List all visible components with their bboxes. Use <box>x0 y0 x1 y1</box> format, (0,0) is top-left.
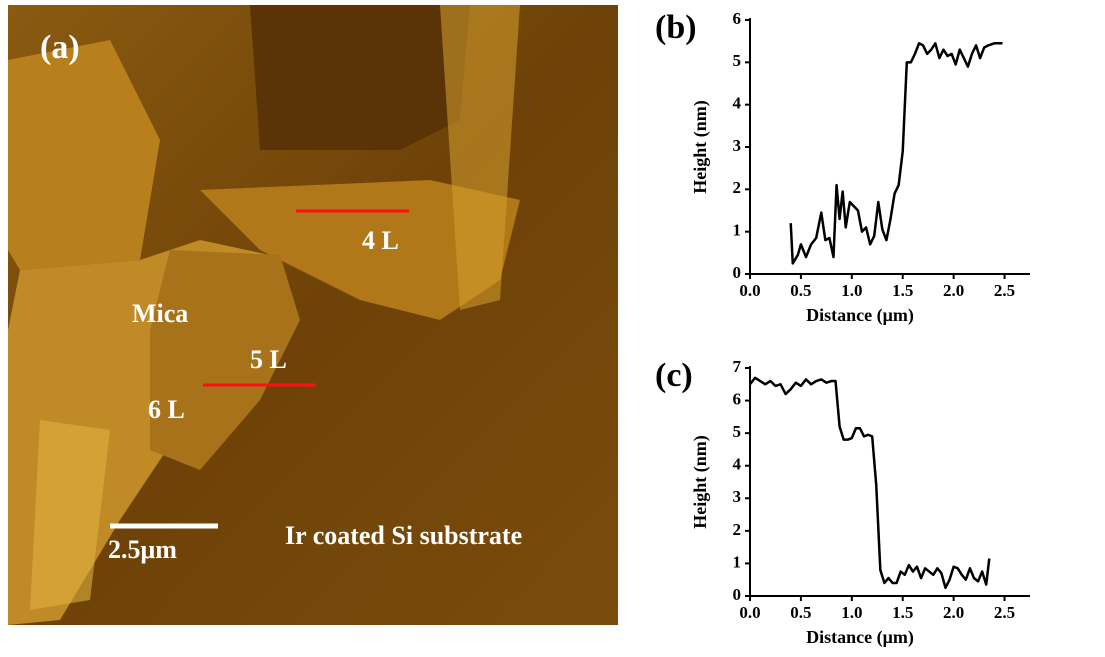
afm-image: (a) 4 L 5 L 6 L Mica 2.5μm Ir coated Si … <box>8 5 618 625</box>
y-tick-label: 6 <box>733 389 742 408</box>
y-axis-label: Height (nm) <box>690 435 711 529</box>
x-tick-label: 1.5 <box>892 281 913 300</box>
y-tick-label: 6 <box>733 9 742 28</box>
x-tick-label: 2.0 <box>943 603 964 622</box>
region-label: Mica <box>132 299 188 328</box>
data-line <box>791 43 1003 263</box>
y-tick-label: 5 <box>733 51 742 70</box>
x-axis-label: Distance (μm) <box>806 627 914 648</box>
y-tick-label: 4 <box>733 94 742 113</box>
x-tick-label: 0.0 <box>739 281 760 300</box>
y-tick-label: 2 <box>733 520 742 539</box>
y-tick-label: 0 <box>733 585 742 604</box>
layer-label: 6 L <box>148 395 185 424</box>
x-tick-label: 0.5 <box>790 603 811 622</box>
x-tick-label: 0.0 <box>739 603 760 622</box>
y-tick-label: 1 <box>733 221 742 240</box>
x-tick-label: 2.5 <box>994 281 1015 300</box>
scale-label: 2.5μm <box>108 535 177 564</box>
layer-label: 5 L <box>250 345 287 374</box>
y-axis-label: Height (nm) <box>690 100 711 194</box>
y-tick-label: 5 <box>733 422 742 441</box>
x-tick-label: 0.5 <box>790 281 811 300</box>
y-tick-label: 3 <box>733 487 742 506</box>
flake <box>250 5 470 150</box>
x-tick-label: 2.5 <box>994 603 1015 622</box>
panel-label: (b) <box>655 9 697 46</box>
figure: (a) 4 L 5 L 6 L Mica 2.5μm Ir coated Si … <box>0 0 1105 657</box>
region-label: Ir coated Si substrate <box>285 521 522 550</box>
x-tick-label: 1.0 <box>841 603 862 622</box>
x-tick-label: 1.5 <box>892 603 913 622</box>
x-axis-label: Distance (μm) <box>806 305 914 326</box>
x-tick-label: 2.0 <box>943 281 964 300</box>
x-tick-label: 1.0 <box>841 281 862 300</box>
panel-label: (c) <box>655 357 693 394</box>
y-tick-label: 7 <box>733 357 742 376</box>
y-tick-label: 0 <box>733 263 742 282</box>
y-tick-label: 2 <box>733 178 742 197</box>
data-line <box>750 378 989 588</box>
y-tick-label: 4 <box>733 455 742 474</box>
layer-label: 4 L <box>362 226 399 255</box>
panel-label: (a) <box>40 29 80 66</box>
y-tick-label: 1 <box>733 552 742 571</box>
y-tick-label: 3 <box>733 136 742 155</box>
